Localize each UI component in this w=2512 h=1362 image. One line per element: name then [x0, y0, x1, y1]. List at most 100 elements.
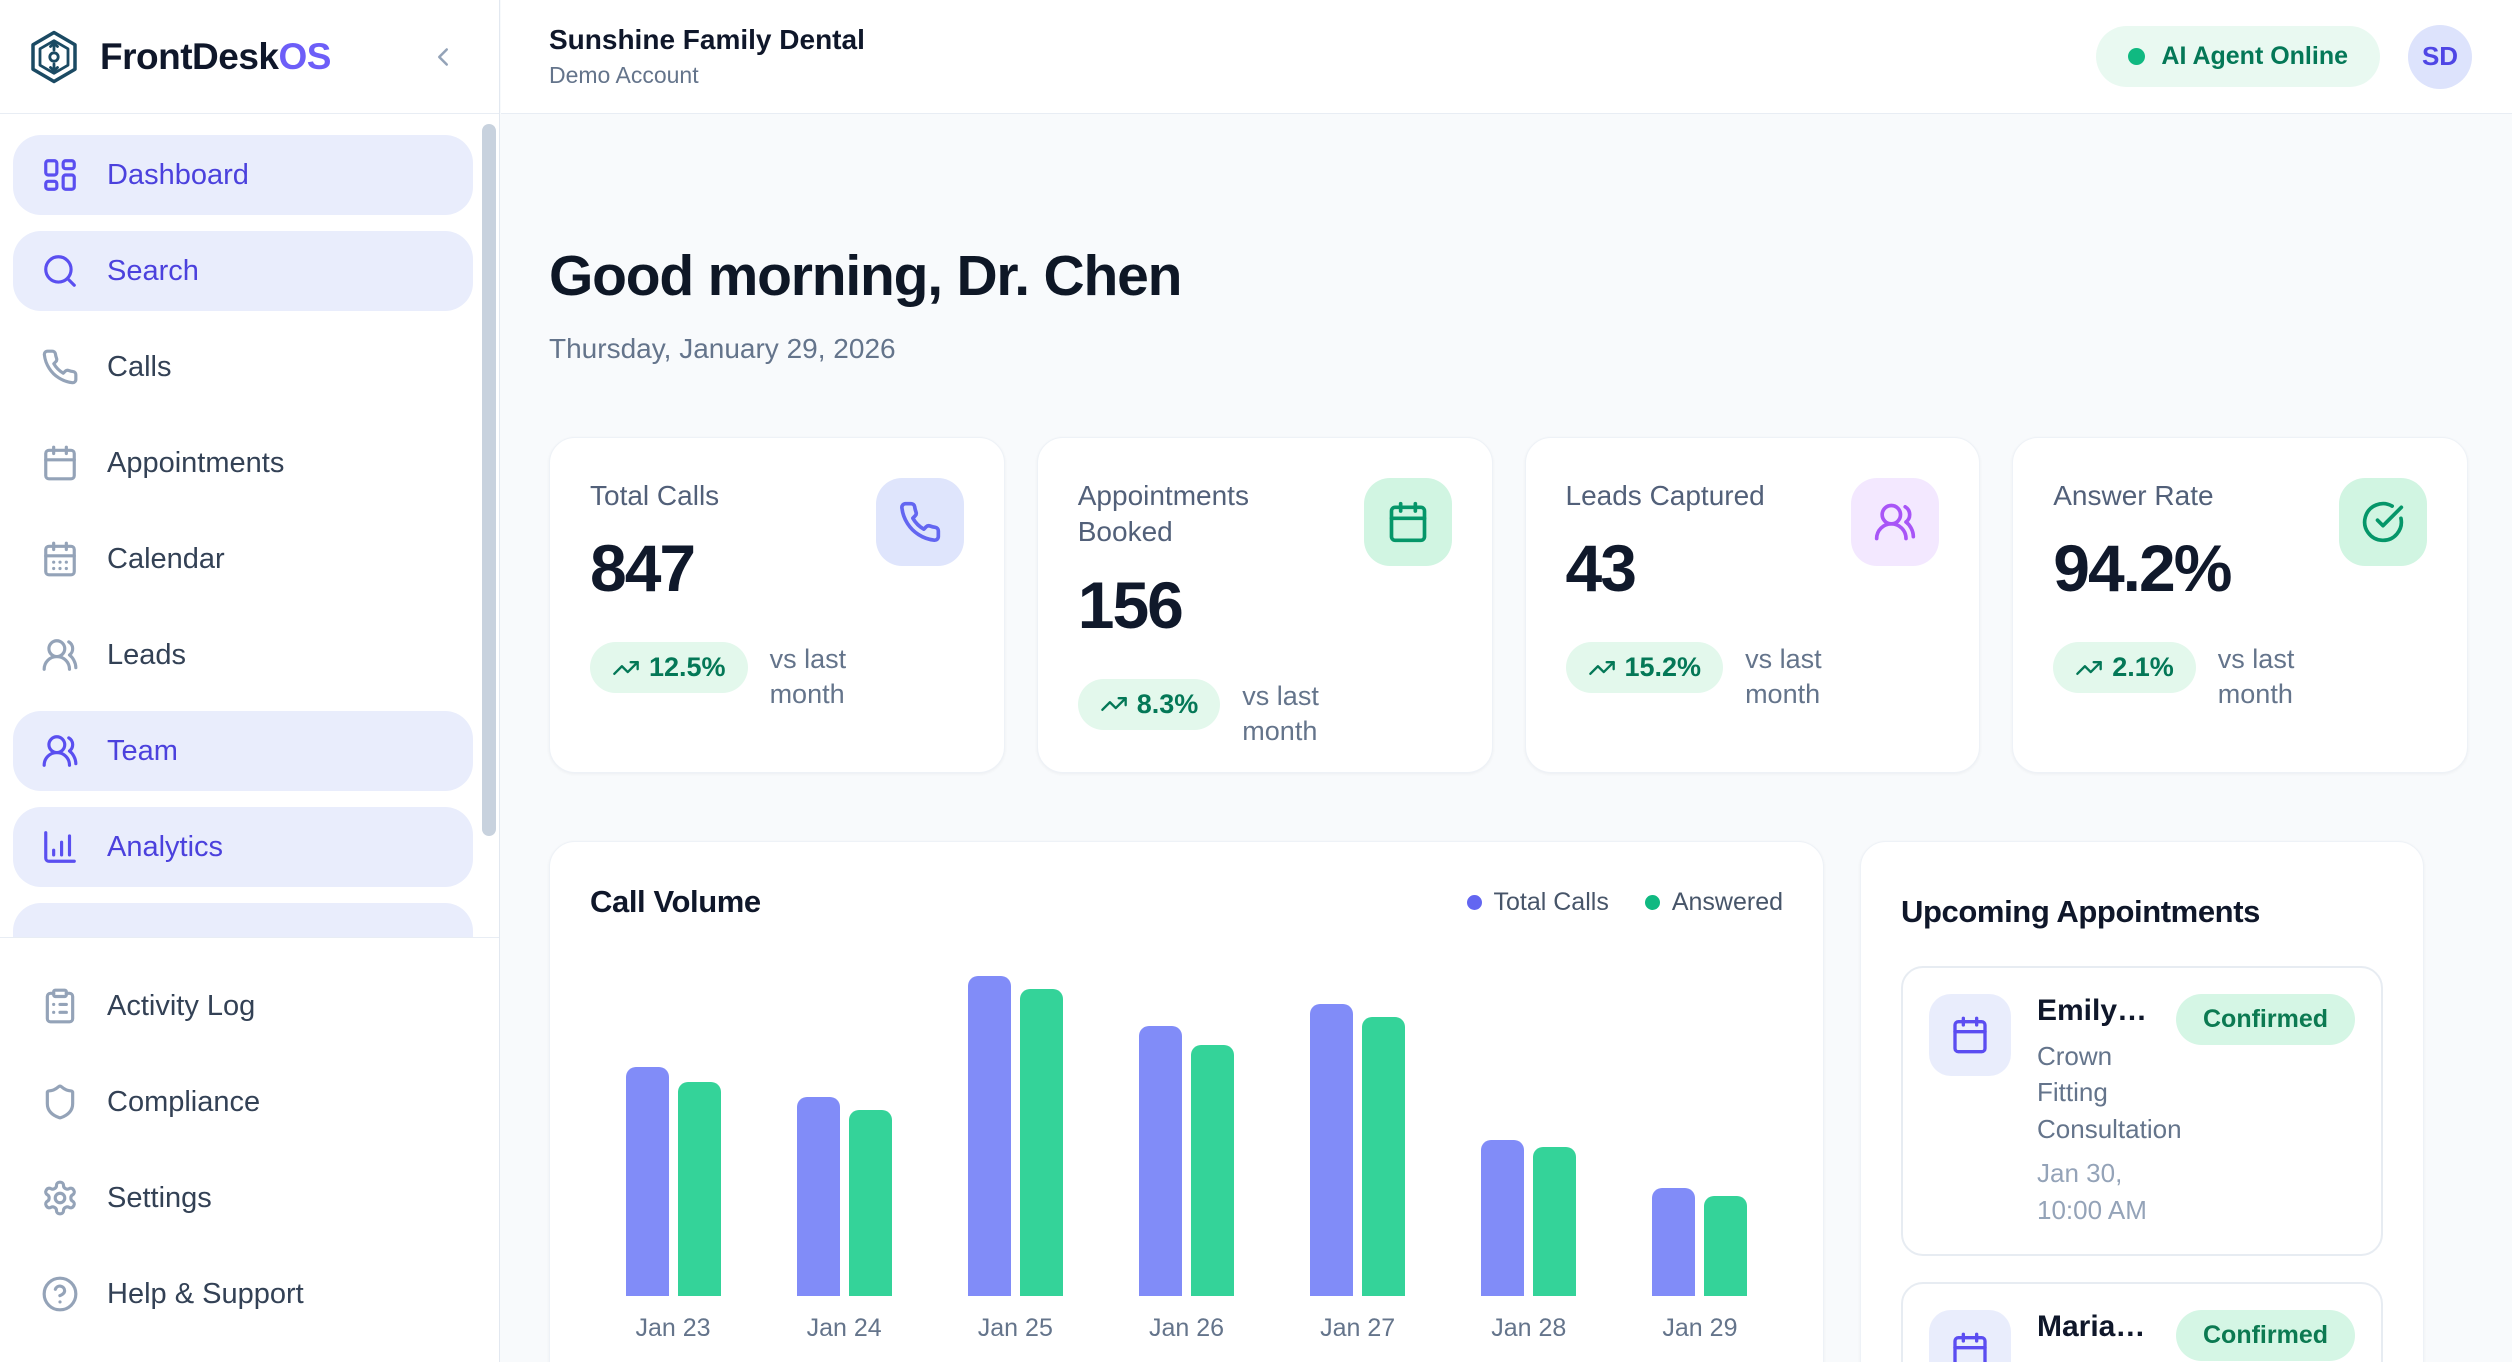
- stat-footer: 2.1% vs last month: [2053, 642, 2427, 712]
- sidebar-item-calls[interactable]: Calls: [13, 327, 473, 407]
- bar-total-calls: [625, 1067, 669, 1296]
- sidebar-item-dashboard[interactable]: Dashboard: [13, 135, 473, 215]
- sidebar-item-label: Activity Log: [107, 989, 256, 1022]
- sidebar-bottom-nav: Activity Log Compliance Settings Help & Sup…: [0, 937, 499, 1362]
- practice-info: Sunshine Family Dental Demo Account: [549, 24, 865, 89]
- legend-label: Answered: [1671, 887, 1783, 916]
- x-axis-label: Jan 28: [1491, 1314, 1567, 1342]
- stat-value: 43: [1565, 531, 1637, 606]
- sidebar-item-analytics[interactable]: Analytics: [13, 807, 473, 887]
- sidebar-header: FrontDeskOS: [0, 0, 499, 114]
- sidebar-item-label: Search: [107, 254, 199, 287]
- appointment-details: Emily Chen Crown Fitting Consultation Jan …: [2037, 994, 2182, 1228]
- bar-answered: [1704, 1196, 1748, 1296]
- bars-pair: [1481, 976, 1577, 1296]
- x-axis-label: Jan 26: [1148, 1314, 1224, 1342]
- stat-label: Leads Captured: [1565, 480, 1765, 511]
- appointment-item-maria-rodri[interactable]: Maria Rodri…Teeth CleaningJan 30, 2:00 P…: [1901, 1281, 2383, 1362]
- bars-pair: [1310, 976, 1406, 1296]
- bar-total-calls: [1310, 1004, 1354, 1296]
- sidebar-scrollbar-thumb[interactable]: [482, 124, 496, 836]
- legend-dot-icon: [1644, 894, 1660, 910]
- phone-icon: [875, 478, 964, 566]
- legend-item-answered: Answered: [1644, 887, 1783, 917]
- help-icon: [41, 1275, 79, 1313]
- ai-agent-status-label: AI Agent Online: [2161, 42, 2348, 70]
- patient-name: Emily Chen: [2037, 994, 2150, 1027]
- x-axis-label: Jan 24: [806, 1314, 882, 1342]
- sidebar-item-appointments[interactable]: Appointments: [13, 423, 473, 503]
- sidebar: FrontDeskOS Dashboard Search Calls Appointm…: [0, 0, 500, 1362]
- sidebar-item-clipped[interactable]: [13, 903, 473, 937]
- bar-total-calls: [1481, 1140, 1525, 1296]
- delta-badge: 8.3%: [1077, 678, 1221, 730]
- stats-row: Total Calls 847 12.5% vs last month Appointm…: [549, 437, 2468, 773]
- date-line: Thursday, January 29, 2026: [549, 333, 896, 364]
- call-volume-card: Call Volume Total Calls Answered Jan 23 Ja…: [549, 841, 1824, 1362]
- chevron-left-icon: [428, 42, 458, 72]
- legend-label: Total Calls: [1493, 887, 1609, 916]
- sidebar-item-help-support[interactable]: Help & Support: [13, 1254, 473, 1334]
- x-axis-label: Jan 25: [977, 1314, 1053, 1342]
- upcoming-appointments-card: Upcoming Appointments Emily Chen Crown Fi…: [1860, 841, 2424, 1362]
- stat-value: 156: [1077, 567, 1184, 642]
- appointment-item-emily-chen[interactable]: Emily Chen Crown Fitting Consultation Jan …: [1901, 966, 2383, 1256]
- sidebar-collapse-button[interactable]: [421, 35, 465, 79]
- trend-up-icon: [612, 654, 640, 682]
- sidebar-item-label: Compliance: [107, 1085, 261, 1118]
- brand-title: FrontDeskOS: [100, 36, 331, 78]
- header-right: AI Agent Online SD: [2096, 24, 2472, 89]
- sidebar-item-label: Calls: [107, 350, 172, 383]
- stat-label: Answer Rate: [2053, 480, 2214, 511]
- sidebar-item-calendar[interactable]: Calendar: [13, 519, 473, 599]
- bars-pair: [625, 976, 721, 1296]
- sidebar-item-search[interactable]: Search: [13, 231, 473, 311]
- bar-group-jan-26: Jan 26: [1111, 976, 1261, 1343]
- delta-note: vs last month: [1745, 644, 1822, 710]
- status-dot-icon: [2128, 48, 2146, 65]
- legend-item-total-calls: Total Calls: [1466, 887, 1609, 917]
- bar-answered: [1362, 1017, 1406, 1296]
- bar-answered: [1533, 1147, 1577, 1296]
- bar-group-jan-23: Jan 23: [598, 976, 748, 1343]
- sidebar-item-label: Help & Support: [107, 1277, 304, 1310]
- sidebar-item-label: Team: [107, 734, 178, 767]
- delta-badge: 15.2%: [1565, 642, 1724, 694]
- sidebar-item-compliance[interactable]: Compliance: [13, 1062, 473, 1142]
- stat-value: 847: [590, 531, 696, 606]
- status-badge: Confirmed: [2176, 994, 2355, 1045]
- avatar[interactable]: SD: [2408, 24, 2472, 89]
- main-content: Good morning, Dr. Chen Thursday, January…: [501, 115, 2512, 1362]
- appointment-service: Crown Fitting Consultation: [2037, 1041, 2182, 1144]
- stat-card-appointments-booked: Appointments Booked 156 8.3% vs last month: [1036, 437, 1493, 773]
- brand-title-accent: OS: [278, 35, 331, 77]
- trend-up-icon: [2075, 654, 2103, 682]
- sidebar-item-settings[interactable]: Settings: [13, 1158, 473, 1238]
- analytics-icon: [41, 828, 79, 866]
- trend-up-icon: [1100, 690, 1128, 718]
- top-header: Sunshine Family Dental Demo Account AI A…: [501, 0, 2512, 114]
- bar-group-jan-28: Jan 28: [1454, 976, 1604, 1343]
- sidebar-item-leads[interactable]: Leads: [13, 615, 473, 695]
- delta-value: 2.1%: [2112, 652, 2174, 683]
- calendar-icon: [1929, 1309, 2011, 1362]
- delta-value: 12.5%: [649, 652, 726, 683]
- x-axis-label: Jan 29: [1662, 1314, 1738, 1342]
- status-badge: Confirmed: [2176, 1309, 2355, 1361]
- appointment-time: Jan 30, 10:00 AM: [2037, 1158, 2147, 1225]
- delta-note: vs last month: [2217, 644, 2295, 710]
- bars-pair: [967, 976, 1063, 1296]
- bottom-row: Call Volume Total Calls Answered Jan 23 Ja…: [549, 841, 2468, 1362]
- bar-answered: [1019, 989, 1063, 1296]
- sidebar-item-label: Leads: [107, 638, 187, 671]
- team-icon: [41, 732, 79, 770]
- sidebar-item-team[interactable]: Team: [13, 711, 473, 791]
- stat-card-answer-rate: Answer Rate 94.2% 2.1% vs last month: [2012, 437, 2468, 773]
- bars-pair: [1652, 976, 1748, 1296]
- sidebar-item-activity-log[interactable]: Activity Log: [13, 966, 473, 1046]
- bar-total-calls: [967, 976, 1011, 1296]
- x-axis-label: Jan 23: [635, 1314, 711, 1342]
- account-label: Demo Account: [549, 62, 699, 88]
- gear-icon: [41, 1179, 79, 1217]
